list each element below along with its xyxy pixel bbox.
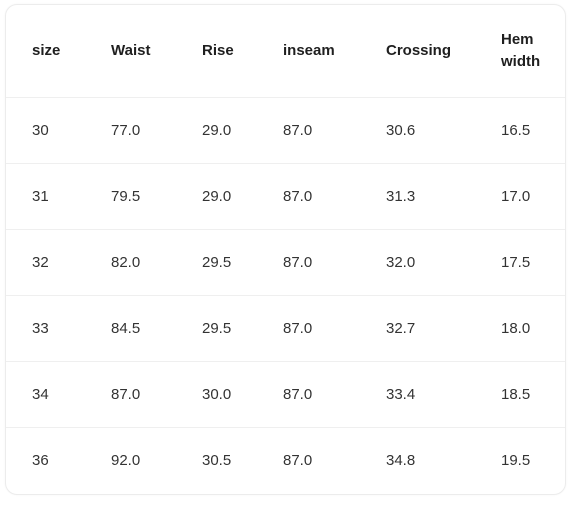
header-rise: Rise bbox=[176, 5, 257, 98]
cell-size: 34 bbox=[6, 361, 85, 428]
cell-rise: 29.5 bbox=[176, 295, 257, 362]
cell-waist: 77.0 bbox=[85, 97, 176, 164]
table-row: 36 92.0 30.5 87.0 34.8 19.5 bbox=[6, 427, 565, 493]
table-row: 32 82.0 29.5 87.0 32.0 17.5 bbox=[6, 229, 565, 296]
cell-inseam: 87.0 bbox=[283, 451, 313, 469]
cell-inseam: 87.0 bbox=[257, 229, 360, 296]
cell-rise: 30.5 bbox=[202, 451, 232, 469]
cell-waist: 79.5 bbox=[85, 163, 176, 230]
cell-size: 33 bbox=[6, 295, 85, 362]
header-inseam: inseam bbox=[257, 5, 360, 98]
cell-size: 31 bbox=[6, 163, 85, 230]
table-row: 30 77.0 29.0 87.0 30.6 16.5 bbox=[6, 97, 565, 164]
cell-size: 36 bbox=[32, 451, 49, 469]
header-crossing: Crossing bbox=[360, 5, 475, 98]
cell-crossing: 32.7 bbox=[360, 295, 475, 362]
cell-hem-width: 17.5 bbox=[475, 229, 565, 296]
cell-rise: 29.5 bbox=[176, 229, 257, 296]
cell-waist: 87.0 bbox=[85, 361, 176, 428]
cell-crossing: 34.8 bbox=[386, 451, 416, 469]
table-row: 31 79.5 29.0 87.0 31.3 17.0 bbox=[6, 163, 565, 230]
table-header: size Waist Rise inseam Crossing Hem widt… bbox=[6, 5, 565, 98]
size-chart-table: size Waist Rise inseam Crossing Hem widt… bbox=[6, 5, 565, 493]
cell-crossing: 31.3 bbox=[360, 163, 475, 230]
cell-hem-width: 18.5 bbox=[475, 361, 565, 428]
cell-waist: 82.0 bbox=[85, 229, 176, 296]
cell-rise: 30.0 bbox=[176, 361, 257, 428]
cell-inseam: 87.0 bbox=[257, 163, 360, 230]
header-row: size Waist Rise inseam Crossing Hem widt… bbox=[6, 5, 565, 98]
header-waist: Waist bbox=[85, 5, 176, 98]
table-body: 30 77.0 29.0 87.0 30.6 16.5 31 79.5 29.0… bbox=[6, 97, 565, 493]
cell-hem-width: 19.5 bbox=[501, 451, 531, 469]
table-row: 33 84.5 29.5 87.0 32.7 18.0 bbox=[6, 295, 565, 362]
cell-crossing: 32.0 bbox=[360, 229, 475, 296]
cell-rise: 29.0 bbox=[176, 163, 257, 230]
cell-hem-width: 18.0 bbox=[475, 295, 565, 362]
cell-waist: 92.0 bbox=[111, 451, 141, 469]
cell-size: 32 bbox=[6, 229, 85, 296]
cell-crossing: 30.6 bbox=[360, 97, 475, 164]
cell-inseam: 87.0 bbox=[257, 361, 360, 428]
cell-hem-width: 17.0 bbox=[475, 163, 565, 230]
cell-size: 30 bbox=[6, 97, 85, 164]
header-size: size bbox=[6, 5, 85, 98]
table-row: 34 87.0 30.0 87.0 33.4 18.5 bbox=[6, 361, 565, 428]
cell-hem-width: 16.5 bbox=[475, 97, 565, 164]
cell-crossing: 33.4 bbox=[360, 361, 475, 428]
header-hem-width: Hem width bbox=[475, 5, 565, 98]
cell-inseam: 87.0 bbox=[257, 97, 360, 164]
cell-rise: 29.0 bbox=[176, 97, 257, 164]
cell-inseam: 87.0 bbox=[257, 295, 360, 362]
size-chart-card: size Waist Rise inseam Crossing Hem widt… bbox=[5, 4, 566, 495]
cell-waist: 84.5 bbox=[85, 295, 176, 362]
